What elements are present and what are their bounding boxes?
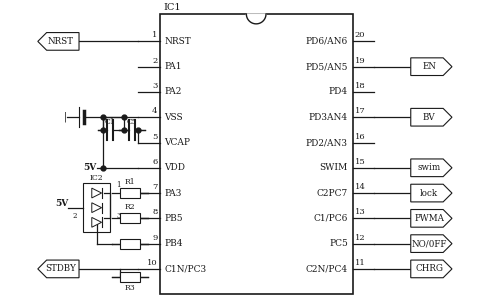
- Text: R3: R3: [125, 284, 135, 291]
- Text: 9: 9: [152, 234, 158, 242]
- Text: 5: 5: [152, 132, 158, 141]
- Text: PD4: PD4: [329, 88, 348, 96]
- Text: 2: 2: [72, 211, 76, 220]
- Text: 8: 8: [152, 208, 158, 216]
- Text: 20: 20: [355, 32, 365, 39]
- Bar: [160, 14, 353, 294]
- Text: CHRG: CHRG: [415, 265, 443, 273]
- Polygon shape: [246, 14, 266, 24]
- Text: VCAP: VCAP: [164, 138, 190, 147]
- Polygon shape: [411, 209, 452, 227]
- Text: 19: 19: [355, 57, 366, 65]
- Text: PD2/AN3: PD2/AN3: [306, 138, 348, 147]
- Polygon shape: [38, 260, 79, 278]
- Text: lock: lock: [420, 188, 438, 198]
- Text: 7: 7: [152, 183, 158, 191]
- Text: PB4: PB4: [164, 239, 183, 248]
- Text: PD3AN4: PD3AN4: [309, 113, 348, 122]
- Text: |: |: [64, 112, 67, 122]
- Text: PA1: PA1: [164, 62, 182, 71]
- Text: 18: 18: [355, 82, 366, 90]
- Text: PWMA: PWMA: [414, 214, 444, 223]
- Text: 13: 13: [355, 208, 366, 216]
- Text: 12: 12: [355, 234, 366, 242]
- Text: 1: 1: [116, 181, 120, 189]
- Text: 4: 4: [152, 107, 158, 115]
- Polygon shape: [411, 184, 452, 202]
- Bar: [120, 213, 140, 223]
- Text: 14: 14: [355, 183, 366, 191]
- Text: VDD: VDD: [164, 163, 185, 172]
- Polygon shape: [92, 188, 102, 198]
- Text: C2PC7: C2PC7: [317, 188, 348, 198]
- Text: 1: 1: [152, 32, 158, 39]
- Polygon shape: [411, 58, 452, 75]
- Text: swim: swim: [417, 163, 441, 172]
- Polygon shape: [411, 235, 452, 252]
- Text: VSS: VSS: [164, 113, 183, 122]
- Text: STDBY: STDBY: [45, 265, 76, 273]
- Text: PA2: PA2: [164, 88, 182, 96]
- Text: EN: EN: [422, 62, 436, 71]
- Text: 11: 11: [355, 259, 366, 267]
- Text: C1/PC6: C1/PC6: [314, 214, 348, 223]
- Text: NO/0FF: NO/0FF: [412, 239, 447, 248]
- Text: 3: 3: [116, 212, 120, 220]
- Polygon shape: [92, 218, 102, 227]
- Polygon shape: [411, 260, 452, 278]
- Bar: [120, 239, 140, 248]
- Text: 3: 3: [152, 82, 158, 90]
- Text: NRST: NRST: [48, 37, 74, 46]
- Bar: [120, 272, 140, 282]
- Text: 10: 10: [147, 259, 158, 267]
- Text: PC5: PC5: [329, 239, 348, 248]
- Text: C5: C5: [127, 118, 137, 126]
- Text: 5V: 5V: [55, 199, 68, 208]
- Text: IC1: IC1: [163, 3, 181, 12]
- Text: R2: R2: [125, 204, 135, 211]
- Text: C1N/PC3: C1N/PC3: [164, 265, 206, 273]
- Polygon shape: [92, 203, 102, 213]
- Polygon shape: [411, 159, 452, 177]
- Polygon shape: [38, 32, 79, 50]
- Text: 16: 16: [355, 132, 366, 141]
- Text: C2N/PC4: C2N/PC4: [306, 265, 348, 273]
- Text: C1: C1: [105, 118, 116, 126]
- Text: 17: 17: [355, 107, 366, 115]
- Bar: [83, 183, 110, 232]
- Text: PD5/AN5: PD5/AN5: [305, 62, 348, 71]
- Text: PD6/AN6: PD6/AN6: [306, 37, 348, 46]
- Text: 2: 2: [152, 57, 158, 65]
- Text: R1: R1: [125, 178, 135, 186]
- Text: SWIM: SWIM: [320, 163, 348, 172]
- Text: 5V: 5V: [84, 163, 97, 172]
- Polygon shape: [411, 108, 452, 126]
- Text: 15: 15: [355, 158, 366, 166]
- Text: 6: 6: [152, 158, 158, 166]
- Text: NRST: NRST: [164, 37, 191, 46]
- Text: IC2: IC2: [90, 174, 104, 182]
- Text: BV: BV: [423, 113, 435, 122]
- Text: PA3: PA3: [164, 188, 182, 198]
- Bar: [120, 188, 140, 198]
- Text: PB5: PB5: [164, 214, 183, 223]
